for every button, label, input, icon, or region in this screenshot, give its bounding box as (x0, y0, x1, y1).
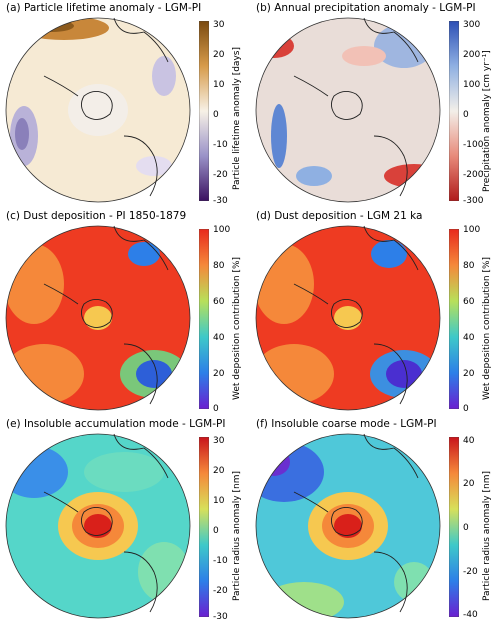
cbar-tick: -200 (463, 170, 484, 180)
map-disc (5, 433, 191, 619)
cbar-label: Particle lifetime anomaly [days] (232, 47, 242, 190)
cbar-tick: -100 (463, 140, 484, 150)
cbar-tick: 0 (213, 404, 219, 414)
cbar-tick: 30 (213, 436, 225, 446)
cbar-tick: 100 (213, 225, 231, 235)
cbar-label: Precipitation anomaly [cm yr⁻¹] (482, 50, 492, 192)
colorbar (449, 229, 459, 409)
cbar-label: Wet deposition contribution [%] (232, 256, 242, 400)
cbar-tick: 30 (213, 20, 225, 30)
cbar-tick: 10 (213, 496, 225, 506)
cbar-tick: 20 (213, 369, 225, 379)
cbar-label: Particle radius anomaly [nm] (482, 471, 492, 601)
cbar-tick: 20 (463, 369, 475, 379)
cbar-tick: -10 (213, 140, 228, 150)
cbar-tick: 40 (213, 333, 225, 343)
cbar-tick: 60 (213, 297, 225, 307)
cbar-tick: 0 (463, 523, 469, 533)
colorbar (449, 437, 459, 617)
cbar-tick: 80 (463, 261, 475, 271)
cbar-tick: -40 (463, 610, 478, 620)
colorbar (199, 229, 209, 409)
panel-title: (f) Insoluble coarse mode - LGM-PI (256, 418, 437, 430)
panel-d: (d) Dust deposition - LGM 21 ka 100 80 6… (250, 208, 500, 416)
panel-a: (a) Particle lifetime anomaly - LGM-PI 3… (0, 0, 250, 208)
panel-b: (b) Annual precipitation anomaly - LGM-P… (250, 0, 500, 208)
cbar-tick: 0 (463, 110, 469, 120)
cbar-tick: -30 (213, 612, 228, 622)
panel-title: (e) Insoluble accumulation mode - LGM-PI (6, 418, 226, 430)
cbar-tick: 0 (463, 404, 469, 414)
panel-c: (c) Dust deposition - PI 1850-1879 100 8… (0, 208, 250, 416)
panel-e: (e) Insoluble accumulation mode - LGM-PI… (0, 416, 250, 624)
cbar-tick: -20 (213, 170, 228, 180)
panel-title: (d) Dust deposition - LGM 21 ka (256, 210, 423, 222)
cbar-tick: 100 (463, 225, 481, 235)
cbar-tick: 200 (463, 50, 481, 60)
colorbar (449, 21, 459, 201)
cbar-tick: 20 (213, 50, 225, 60)
cbar-tick: 40 (463, 436, 475, 446)
panel-f: (f) Insoluble coarse mode - LGM-PI 40 20… (250, 416, 500, 624)
map-disc (5, 17, 191, 203)
cbar-tick: 40 (463, 333, 475, 343)
cbar-tick: 0 (213, 110, 219, 120)
cbar-tick: 60 (463, 297, 475, 307)
cbar-label: Wet deposition contribution [%] (482, 256, 492, 400)
cbar-tick: -30 (213, 196, 228, 206)
cbar-tick: 80 (213, 261, 225, 271)
cbar-label: Particle radius anomaly [nm] (232, 471, 242, 601)
cbar-tick: 300 (463, 20, 481, 30)
cbar-tick: 20 (463, 479, 475, 489)
cbar-tick: -10 (213, 556, 228, 566)
cbar-tick: -300 (463, 196, 484, 206)
cbar-tick: 100 (463, 80, 481, 90)
cbar-tick: 20 (213, 466, 225, 476)
colorbar (199, 21, 209, 201)
map-disc (255, 225, 441, 411)
map-disc (5, 225, 191, 411)
cbar-tick: 10 (213, 80, 225, 90)
map-disc (255, 433, 441, 619)
cbar-tick: -20 (463, 567, 478, 577)
panel-title: (c) Dust deposition - PI 1850-1879 (6, 210, 187, 222)
panel-title: (b) Annual precipitation anomaly - LGM-P… (256, 2, 476, 14)
map-disc (255, 17, 441, 203)
colorbar (199, 437, 209, 617)
cbar-tick: 0 (213, 526, 219, 536)
panel-title: (a) Particle lifetime anomaly - LGM-PI (6, 2, 202, 14)
cbar-tick: -20 (213, 586, 228, 596)
